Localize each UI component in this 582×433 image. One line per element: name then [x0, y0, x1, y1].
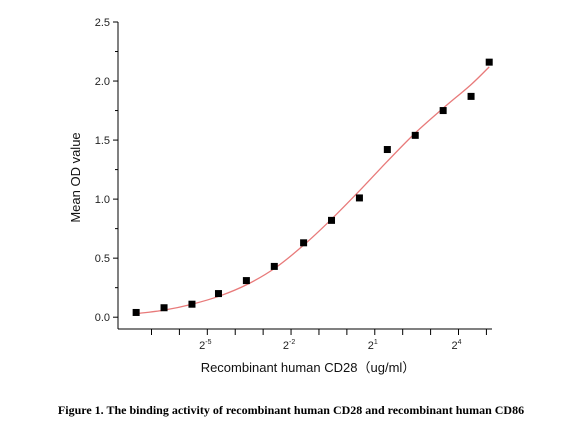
data-point: [160, 304, 168, 312]
x-tick-label: 2-2: [283, 339, 295, 352]
fit-curve-line: [136, 66, 490, 315]
data-point: [485, 58, 493, 66]
x-tick-label: 21: [368, 339, 378, 352]
data-point: [383, 146, 391, 154]
y-tick-label: 1.5: [95, 135, 110, 147]
x-tick-label: 2-5: [199, 339, 211, 352]
y-axis-ticks: 0.0 0.5 1.0 1.5 2.0 2.5: [95, 17, 118, 324]
data-point: [242, 277, 250, 285]
data-point: [411, 131, 419, 139]
y-axis-title: Mean OD value: [68, 132, 83, 222]
data-points: [132, 58, 493, 316]
data-point: [355, 194, 363, 202]
data-point: [328, 216, 336, 224]
y-tick-label: 1.0: [95, 194, 110, 206]
x-tick-label: 24: [451, 339, 461, 352]
data-point: [467, 92, 475, 100]
y-tick-label: 2.0: [95, 76, 110, 88]
data-point: [300, 239, 308, 247]
data-point: [188, 300, 196, 308]
data-point: [270, 262, 278, 270]
figure-caption: Figure 1. The binding activity of recomb…: [57, 403, 525, 417]
x-axis-title: Recombinant human CD28（ug/ml）: [201, 360, 416, 375]
data-point: [132, 308, 140, 316]
data-point: [439, 107, 447, 115]
y-tick-label: 2.5: [95, 17, 110, 29]
axes: [117, 22, 492, 330]
x-axis-ticks: 2-5 2-2 21 24: [150, 329, 487, 352]
fit-curve: [136, 66, 490, 315]
y-tick-label: 0.5: [95, 253, 110, 265]
y-tick-label: 0.0: [95, 312, 110, 324]
data-point: [214, 290, 222, 298]
